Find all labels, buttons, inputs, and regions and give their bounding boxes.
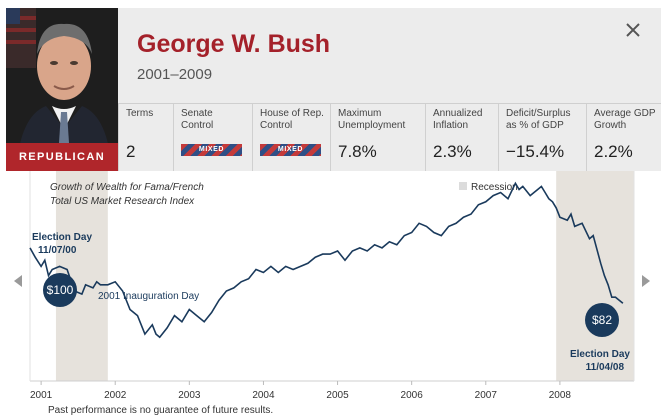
stat-house-control: House of Rep. Control MIXED: [252, 104, 330, 171]
stats-divider: [118, 103, 661, 104]
stat-value: 2.3%: [433, 142, 472, 161]
start-label-line-2: 11/07/00: [38, 245, 77, 256]
stat-senate-control: Senate Control MIXED: [173, 104, 252, 171]
stat-label: Senate Control: [181, 108, 214, 131]
mixed-badge: MIXED: [260, 144, 321, 156]
chevron-left-icon: [14, 275, 22, 287]
start-value: $100: [47, 283, 74, 297]
party-badge: REPUBLICAN: [6, 143, 118, 171]
portrait-photo: REPUBLICAN: [6, 8, 118, 171]
mixed-badge: MIXED: [181, 144, 242, 156]
x-tick-label-2006: 2006: [401, 390, 424, 401]
x-tick-label-2004: 2004: [252, 390, 275, 401]
stat-deficit: Deficit/Surplus as % of GDP −15.4%: [498, 104, 586, 171]
end-label-line-2: 11/04/08: [586, 362, 625, 373]
legend-swatch: [459, 182, 467, 190]
stat-max-unemployment: Maximum Unemployment 7.8%: [330, 104, 425, 171]
stat-label: Annualized Inflation: [433, 108, 483, 131]
president-name: George W. Bush: [137, 30, 331, 58]
x-tick-label-2008: 2008: [549, 390, 572, 401]
chart-title-line-1: Growth of Wealth for Fama/French: [50, 182, 204, 193]
x-tick-label-2007: 2007: [475, 390, 498, 401]
x-tick-label-2003: 2003: [178, 390, 201, 401]
x-tick-label-2001: 2001: [30, 390, 53, 401]
end-value-bubble: [585, 303, 619, 337]
legend-label: Recession: [471, 182, 518, 193]
stat-value: 2.2%: [594, 142, 633, 161]
start-label-line-1: Election Day: [32, 232, 92, 243]
close-icon: [626, 23, 640, 37]
disclaimer-footnote: Past performance is no guarantee of futu…: [48, 405, 274, 416]
x-tick-label-2005: 2005: [326, 390, 349, 401]
stat-value: −15.4%: [506, 142, 565, 161]
stat-label: Maximum Unemployment: [338, 108, 406, 131]
stat-gdp-growth: Average GDP Growth 2.2%: [586, 104, 661, 171]
stat-value: 7.8%: [338, 142, 377, 161]
term-years: 2001–2009: [137, 66, 213, 83]
chart-svg: 2001 2002 2003 2004 2005 2006 2007 2008 Growth …: [29, 171, 635, 401]
chevron-right-icon: [642, 275, 650, 287]
end-value: $82: [592, 313, 612, 327]
series-line-wealth: [29, 181, 624, 339]
stat-label: House of Rep. Control: [260, 108, 324, 131]
stat-terms: Terms 2: [118, 104, 173, 171]
wealth-chart: 2001 2002 2003 2004 2005 2006 2007 2008 Growth …: [6, 171, 661, 419]
header-panel: REPUBLICAN George W. Bush 2001–2009 Term…: [6, 8, 661, 171]
chart-title-line-2: Total US Market Research Index: [50, 196, 195, 207]
inauguration-label: 2001 Inauguration Day: [98, 291, 199, 302]
start-value-bubble: [43, 273, 77, 307]
recession-band-2: [556, 171, 634, 381]
next-button[interactable]: [639, 273, 653, 289]
stat-inflation: Annualized Inflation 2.3%: [425, 104, 498, 171]
stat-value: 2: [126, 142, 136, 161]
stat-label: Deficit/Surplus as % of GDP: [506, 108, 571, 131]
x-tick-label-2002: 2002: [104, 390, 127, 401]
stat-label: Terms: [126, 108, 154, 119]
president-card: REPUBLICAN George W. Bush 2001–2009 Term…: [6, 8, 661, 419]
close-button[interactable]: [621, 18, 645, 42]
end-label-line-1: Election Day: [570, 349, 630, 360]
stat-label: Average GDP Growth: [594, 108, 656, 131]
prev-button[interactable]: [11, 273, 25, 289]
